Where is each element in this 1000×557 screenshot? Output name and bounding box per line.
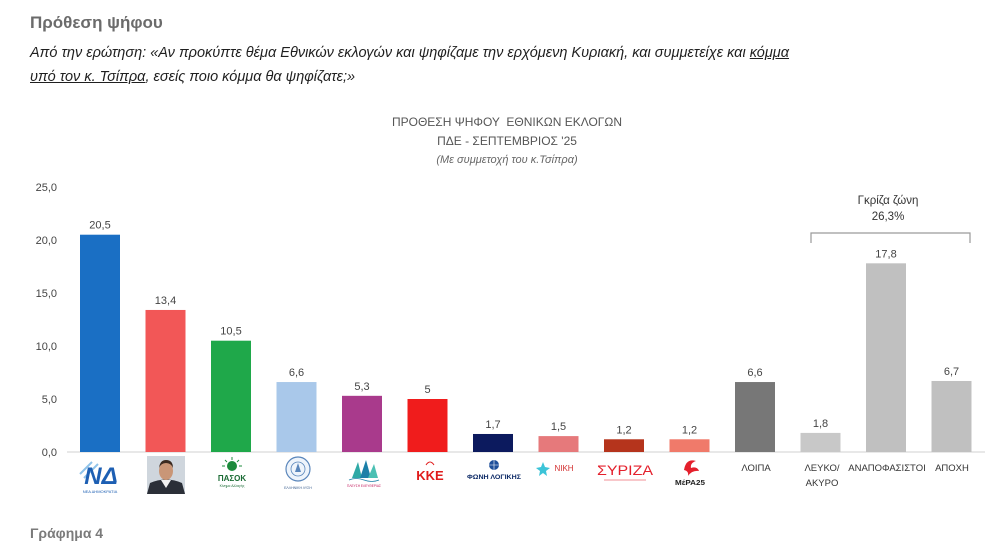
logo-nd-text: ΝΔ <box>84 463 117 490</box>
question-text: Από την ερώτηση: «Αν προκύπτε θέμα Εθνικ… <box>30 45 750 61</box>
logo-mera25-text: ΜέΡΑ25 <box>675 478 705 487</box>
chart-title: ΠΡΟΘΕΣΗ ΨΗΦΟΥ ΕΘΝΙΚΩΝ ΕΚΛΟΓΩΝ <box>392 115 622 129</box>
x-label-leuko-akuro: ΛΕΥΚΟ/ ΑΚΥΡΟ <box>804 463 840 489</box>
bars: 20,5 13,4 10,5 6,6 5,3 5 1,7 1,5 1,2 1,2 6,6 1,8 17,… <box>80 220 972 452</box>
bar-plefsi <box>342 395 382 452</box>
logo-pasok: ΠΑΣΟΚ Κίνημα Αλλαγής <box>218 457 247 488</box>
chart-subtitle: (Με συμμετοχή του κ.Τσίπρα) <box>436 154 578 166</box>
page-title: Πρόθεση ψήφου <box>30 13 163 32</box>
bar-pasok <box>211 340 251 452</box>
bar-anapofasistoi <box>866 263 906 452</box>
grey-zone-value: 26,3% <box>872 211 905 223</box>
value-label-syriza: 1,2 <box>616 424 631 436</box>
logo-syriza: ΣΥΡΙΖΑ <box>597 462 654 481</box>
value-label-kke: 5 <box>424 384 430 396</box>
value-label-anapofasistoi: 17,8 <box>875 248 896 260</box>
logo-plefsi-text: ΠΛΕΥΣΗ ΕΛΕΥΘΕΡΙΑΣ <box>347 484 381 488</box>
logo-niki-text: ΝΙΚΗ <box>554 464 573 473</box>
logo-syriza-text: ΣΥΡΙΖΑ <box>597 462 654 478</box>
bar-loipa <box>735 382 775 452</box>
x-label-loipa: ΛΟΙΠΑ <box>741 463 771 474</box>
logo-elliniki-lysi: ΕΛΛΗΝΙΚΗ ΛΥΣΗ <box>284 456 312 490</box>
chart-title-line2: ΠΔΕ - ΣΕΠΤΕΜΒΡΙΟΣ '25 <box>437 134 577 148</box>
logo-plefsi: ΠΛΕΥΣΗ ΕΛΕΥΘΕΡΙΑΣ <box>347 460 381 488</box>
value-label-tsipras: 13,4 <box>155 295 176 307</box>
value-label-leuko-akuro: 1,8 <box>813 418 828 430</box>
x-label-anapofasistoi: ΑΝΑΠΟΦΑΣΙΣΤΟΙ <box>848 463 926 474</box>
grey-zone-bracket <box>810 232 971 243</box>
grey-zone-label: Γκρίζα ζώνη <box>858 195 919 207</box>
figure-caption: Γράφημα 4 <box>30 525 104 541</box>
y-tick-label: 20,0 <box>36 235 57 247</box>
value-label-nd: 20,5 <box>89 220 110 232</box>
logo-mera25: ΜέΡΑ25 <box>675 460 705 487</box>
question-underlined-party: κόμμα <box>749 45 789 61</box>
bar-leuko-akuro <box>800 432 841 452</box>
logo-elliniki-lysi-text: ΕΛΛΗΝΙΚΗ ΛΥΣΗ <box>284 486 312 490</box>
logo-foni-logikis: ΦΩΝΗ ΛΟΓΙΚΗΣ <box>467 460 521 481</box>
value-label-niki: 1,5 <box>551 421 566 433</box>
logo-nd-subtext: ΝΕΑ ΔΗΜΟΚΡΑΤΙΑ <box>83 489 118 494</box>
bar-foni-logikis <box>473 433 513 452</box>
question-underlined-tsipras: υπό τον κ. Τσίπρα <box>30 69 146 85</box>
question-line-2: υπό τον κ. Τσίπρα, εσείς ποιο κόμμα θα ψ… <box>30 69 355 85</box>
y-tick-label: 5,0 <box>42 394 57 406</box>
value-label-apoxi: 6,7 <box>944 366 959 378</box>
bar-nd <box>80 234 120 452</box>
y-tick-label: 10,0 <box>36 341 57 353</box>
bar-niki <box>538 436 579 452</box>
logo-kke: ΚΚΕ <box>416 461 444 483</box>
bar-mera25 <box>669 439 710 452</box>
question-line-1: Από την ερώτηση: «Αν προκύπτε θέμα Εθνικ… <box>30 45 789 61</box>
x-label-apoxi: ΑΠΟΧΗ <box>935 463 969 474</box>
bar-kke <box>407 399 448 452</box>
logo-niki: ΝΙΚΗ <box>536 462 574 476</box>
value-label-pasok: 10,5 <box>220 326 241 338</box>
logo-pasok-subtext: Κίνημα Αλλαγής <box>220 484 245 488</box>
y-tick-label: 15,0 <box>36 288 57 300</box>
value-label-loipa: 6,6 <box>747 367 762 379</box>
value-label-foni-logikis: 1,7 <box>485 419 500 431</box>
value-label-plefsi: 5,3 <box>354 381 369 393</box>
y-axis: 0,0 5,0 10,0 15,0 20,0 25,0 <box>36 182 57 459</box>
logo-kke-text: ΚΚΕ <box>416 468 444 483</box>
logo-pasok-text: ΠΑΣΟΚ <box>218 474 247 483</box>
bar-syriza <box>604 439 644 452</box>
tsipras-photo <box>147 456 185 494</box>
logo-foni-logikis-text: ΦΩΝΗ ΛΟΓΙΚΗΣ <box>467 475 521 481</box>
bar-apoxi <box>931 380 972 452</box>
value-label-mera25: 1,2 <box>682 424 697 436</box>
logo-nd: ΝΔ ΝΕΑ ΔΗΜΟΚΡΑΤΙΑ <box>79 461 118 494</box>
value-label-elliniki-lysi: 6,6 <box>289 367 304 379</box>
y-tick-label: 0,0 <box>42 447 57 459</box>
y-tick-label: 25,0 <box>36 182 57 194</box>
question-text-end: , εσείς ποιο κόμμα θα ψηφίζατε;» <box>145 69 356 85</box>
bar-tsipras <box>145 309 186 452</box>
bar-elliniki-lysi <box>276 382 317 452</box>
